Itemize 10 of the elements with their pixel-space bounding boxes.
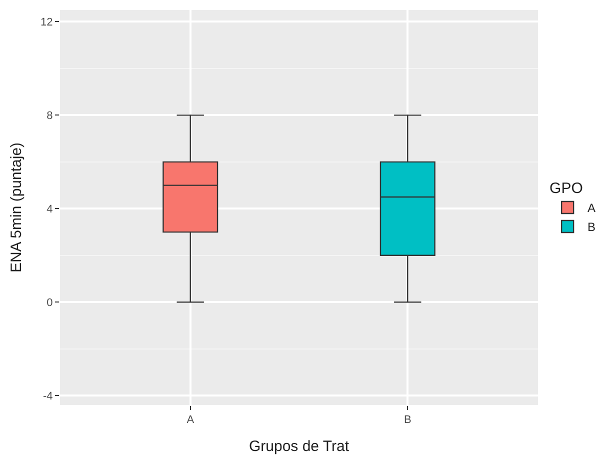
x-axis-title: Grupos de Trat <box>248 438 350 456</box>
legend-label: B <box>588 220 596 234</box>
y-axis-title: ENA 5min (puntaje) <box>8 142 25 273</box>
y-tick-label: -4 <box>43 390 53 402</box>
y-tick-label: 4 <box>46 204 53 216</box>
y-tick-label: 0 <box>46 297 53 310</box>
legend-label: A <box>588 201 596 216</box>
y-tick-label: 8 <box>46 110 53 122</box>
legend-title: GPO <box>550 180 583 197</box>
y-tick-label: 12 <box>40 16 53 29</box>
